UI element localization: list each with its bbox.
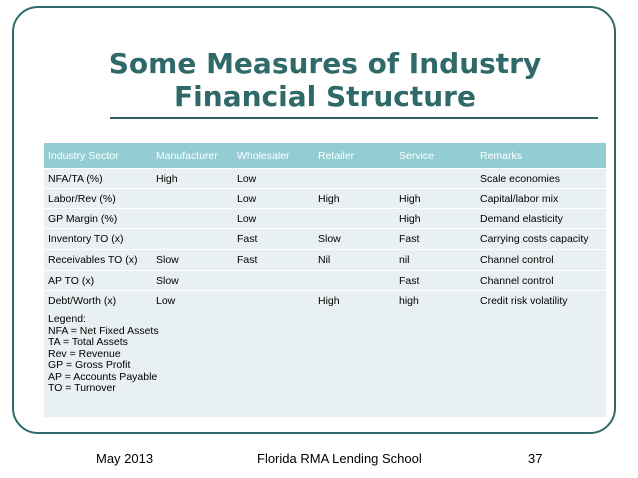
table-cell: AP TO (x) — [44, 271, 152, 290]
table-cell — [395, 169, 476, 188]
table-cell: High — [314, 189, 395, 208]
table-cell: Carrying costs capacity — [476, 229, 606, 249]
table-cell — [233, 291, 314, 310]
table-cell: Credit risk volatility — [476, 291, 606, 310]
legend-item: Rev = Revenue — [48, 347, 121, 360]
header-service: Service — [395, 143, 476, 168]
header-industry-sector: Industry Sector — [44, 143, 152, 168]
table-row: Inventory TO (x) Fast Slow Fast Carrying… — [44, 229, 606, 249]
table-cell: Capital/labor mix — [476, 189, 606, 208]
table-cell: High — [314, 291, 395, 310]
table-cell — [314, 209, 395, 228]
table-cell: Slow — [152, 250, 233, 270]
table-cell — [314, 169, 395, 188]
table-cell: Fast — [395, 271, 476, 290]
legend-box: Legend: NFA = Net Fixed Assets TA = Tota… — [44, 308, 606, 417]
footer-organization: Florida RMA Lending School — [257, 451, 422, 466]
legend-item: GP = Gross Profit — [48, 359, 131, 371]
table-cell: Receivables TO (x) — [44, 250, 152, 270]
table-row: GP Margin (%) Low High Demand elasticity — [44, 209, 606, 228]
table-cell — [314, 271, 395, 290]
slide-title: Some Measures of Industry Financial Stru… — [60, 47, 590, 113]
table-cell: High — [395, 209, 476, 228]
table-cell: Fast — [395, 229, 476, 249]
table-cell: Channel control — [476, 271, 606, 290]
legend-item: AP = Accounts Payable — [48, 370, 158, 383]
table-cell: Inventory TO (x) — [44, 229, 152, 249]
title-line-1: Some Measures of Industry — [108, 47, 542, 80]
table-cell: Low — [233, 189, 314, 208]
table-cell: Labor/Rev (%) — [44, 189, 152, 208]
footer-date: May 2013 — [96, 451, 154, 466]
table-cell: Fast — [233, 250, 314, 270]
table-cell: Slow — [314, 229, 395, 249]
table-cell: NFA/TA (%) — [44, 169, 152, 188]
table-cell: Low — [233, 169, 314, 188]
table-cell: Low — [152, 291, 233, 310]
table-row: AP TO (x) Slow Fast Channel control — [44, 271, 606, 290]
legend-item: NFA = Net Fixed Assets — [48, 324, 159, 337]
table-cell — [152, 209, 233, 228]
legend-item: TO = Turnover — [48, 382, 116, 394]
table-cell — [152, 229, 233, 249]
industry-structure-table: Industry Sector Manufacturer Wholesaler … — [44, 142, 606, 311]
table-cell: Debt/Worth (x) — [44, 291, 152, 310]
header-retailer: Retailer — [314, 143, 395, 168]
table-row: Receivables TO (x) Slow Fast Nil nil Cha… — [44, 250, 606, 270]
table-header-row: Industry Sector Manufacturer Wholesaler … — [44, 143, 606, 168]
footer-page-number: 37 — [528, 451, 543, 466]
table-cell — [152, 189, 233, 208]
title-line-2: Financial Structure — [174, 80, 476, 113]
table-cell: Scale economies — [476, 169, 606, 188]
legend-item: TA = Total Assets — [48, 336, 128, 348]
header-wholesaler: Wholesaler — [233, 143, 314, 168]
table-cell: High — [395, 189, 476, 208]
table-cell: GP Margin (%) — [44, 209, 152, 228]
table-cell: Demand elasticity — [476, 209, 606, 228]
table-cell: Low — [233, 209, 314, 228]
header-manufacturer: Manufacturer — [152, 143, 233, 168]
table-cell: Nil — [314, 250, 395, 270]
table-cell: Slow — [152, 271, 233, 290]
title-divider — [110, 117, 598, 119]
table-cell: Fast — [233, 229, 314, 249]
table-cell: nil — [395, 250, 476, 270]
legend-heading: Legend: — [48, 313, 86, 325]
table-cell: Channel control — [476, 250, 606, 270]
table-cell: High — [152, 169, 233, 188]
table-row: NFA/TA (%) High Low Scale economies — [44, 169, 606, 188]
table-cell: high — [395, 291, 476, 310]
table-row: Debt/Worth (x) Low High high Credit risk… — [44, 291, 606, 310]
table-row: Labor/Rev (%) Low High High Capital/labo… — [44, 189, 606, 208]
table-cell — [233, 271, 314, 290]
header-remarks: Remarks — [476, 143, 606, 168]
